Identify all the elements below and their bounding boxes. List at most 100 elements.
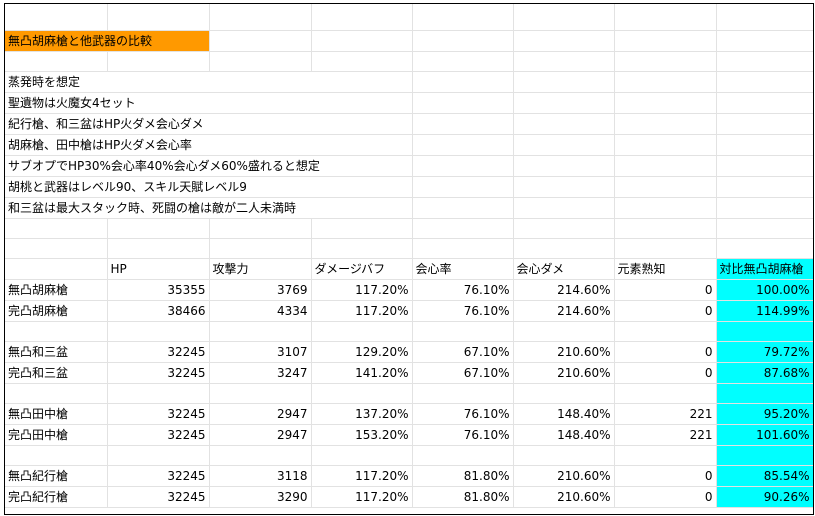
column-header[interactable]: 会心率 xyxy=(412,258,514,280)
value-cell[interactable]: 3769 xyxy=(209,279,312,301)
empty-cell[interactable] xyxy=(107,383,210,404)
empty-cell[interactable] xyxy=(614,383,717,404)
value-cell[interactable]: 210.60% xyxy=(513,465,615,487)
value-cell[interactable]: 87.68% xyxy=(716,362,813,384)
value-cell[interactable]: 3107 xyxy=(209,341,312,363)
value-cell[interactable]: 137.20% xyxy=(311,403,413,425)
empty-cell[interactable] xyxy=(311,30,413,52)
value-cell[interactable]: 153.20% xyxy=(311,424,413,446)
empty-cell[interactable] xyxy=(5,238,108,259)
empty-cell[interactable] xyxy=(412,383,514,404)
empty-cell[interactable] xyxy=(412,176,514,198)
empty-cell[interactable] xyxy=(716,321,813,342)
empty-cell[interactable] xyxy=(614,4,717,31)
column-header[interactable]: 攻撃力 xyxy=(209,258,312,280)
empty-cell[interactable] xyxy=(412,92,514,114)
value-cell[interactable]: 210.60% xyxy=(513,341,615,363)
empty-cell[interactable] xyxy=(513,176,615,198)
empty-cell[interactable] xyxy=(412,238,514,259)
empty-cell[interactable] xyxy=(513,238,615,259)
value-cell[interactable]: 210.60% xyxy=(513,362,615,384)
empty-cell[interactable] xyxy=(716,155,813,177)
weapon-name-cell[interactable]: 無凸紀行槍 xyxy=(5,465,108,487)
value-cell[interactable]: 81.80% xyxy=(412,486,514,508)
weapon-name-cell[interactable]: 完凸紀行槍 xyxy=(5,486,108,508)
empty-cell[interactable] xyxy=(412,113,514,135)
empty-cell[interactable] xyxy=(513,134,615,156)
empty-cell[interactable] xyxy=(716,383,813,404)
empty-cell[interactable] xyxy=(614,113,717,135)
weapon-name-cell[interactable]: 完凸和三盆 xyxy=(5,362,108,384)
empty-cell[interactable] xyxy=(311,51,413,72)
empty-cell[interactable] xyxy=(311,383,413,404)
empty-cell[interactable] xyxy=(513,445,615,466)
empty-cell[interactable] xyxy=(412,134,514,156)
value-cell[interactable]: 0 xyxy=(614,465,717,487)
empty-cell[interactable] xyxy=(5,218,108,239)
value-cell[interactable]: 3290 xyxy=(209,486,312,508)
value-cell[interactable]: 32245 xyxy=(107,486,210,508)
column-header[interactable]: 会心ダメ xyxy=(513,258,615,280)
empty-cell[interactable] xyxy=(614,238,717,259)
weapon-name-cell[interactable]: 無凸和三盆 xyxy=(5,341,108,363)
empty-cell[interactable] xyxy=(209,51,312,72)
empty-cell[interactable] xyxy=(513,383,615,404)
weapon-name-cell[interactable]: 完凸田中槍 xyxy=(5,424,108,446)
value-cell[interactable]: 117.20% xyxy=(311,465,413,487)
empty-cell[interactable] xyxy=(412,197,514,219)
note-cell[interactable]: 紀行槍、和三盆はHP火ダメ会心ダメ xyxy=(5,113,413,135)
value-cell[interactable]: 221 xyxy=(614,424,717,446)
empty-cell[interactable] xyxy=(513,92,615,114)
empty-cell[interactable] xyxy=(311,218,413,239)
value-cell[interactable]: 95.20% xyxy=(716,403,813,425)
value-cell[interactable]: 35355 xyxy=(107,279,210,301)
empty-cell[interactable] xyxy=(614,445,717,466)
empty-cell[interactable] xyxy=(716,197,813,219)
value-cell[interactable]: 79.72% xyxy=(716,341,813,363)
value-cell[interactable]: 214.60% xyxy=(513,279,615,301)
empty-cell[interactable] xyxy=(412,445,514,466)
note-cell[interactable]: 和三盆は最大スタック時、死闘の槍は敵が二人未満時 xyxy=(5,197,413,219)
value-cell[interactable]: 0 xyxy=(614,486,717,508)
value-cell[interactable]: 67.10% xyxy=(412,341,514,363)
weapon-name-cell[interactable]: 無凸田中槍 xyxy=(5,403,108,425)
empty-cell[interactable] xyxy=(614,51,717,72)
header-empty[interactable] xyxy=(5,258,108,280)
empty-cell[interactable] xyxy=(412,71,514,93)
value-cell[interactable]: 38466 xyxy=(107,300,210,322)
empty-cell[interactable] xyxy=(107,218,210,239)
empty-cell[interactable] xyxy=(107,51,210,72)
value-cell[interactable]: 214.60% xyxy=(513,300,615,322)
empty-cell[interactable] xyxy=(513,155,615,177)
empty-cell[interactable] xyxy=(209,4,312,31)
empty-cell[interactable] xyxy=(209,218,312,239)
value-cell[interactable]: 67.10% xyxy=(412,362,514,384)
value-cell[interactable]: 0 xyxy=(614,362,717,384)
value-cell[interactable]: 4334 xyxy=(209,300,312,322)
empty-cell[interactable] xyxy=(513,51,615,72)
empty-cell[interactable] xyxy=(716,71,813,93)
column-header[interactable]: HP xyxy=(107,258,210,280)
value-cell[interactable]: 0 xyxy=(614,279,717,301)
empty-cell[interactable] xyxy=(716,134,813,156)
value-cell[interactable]: 76.10% xyxy=(412,279,514,301)
value-cell[interactable]: 76.10% xyxy=(412,424,514,446)
empty-cell[interactable] xyxy=(107,445,210,466)
empty-cell[interactable] xyxy=(614,197,717,219)
empty-cell[interactable] xyxy=(716,218,813,239)
column-header[interactable]: ダメージバフ xyxy=(311,258,413,280)
empty-cell[interactable] xyxy=(513,321,615,342)
value-cell[interactable]: 0 xyxy=(614,300,717,322)
empty-cell[interactable] xyxy=(5,321,108,342)
value-cell[interactable]: 32245 xyxy=(107,362,210,384)
value-cell[interactable]: 117.20% xyxy=(311,279,413,301)
empty-cell[interactable] xyxy=(513,197,615,219)
note-cell[interactable]: 蒸発時を想定 xyxy=(5,71,413,93)
value-cell[interactable]: 148.40% xyxy=(513,403,615,425)
column-header[interactable]: 対比無凸胡麻槍 xyxy=(716,258,813,280)
empty-cell[interactable] xyxy=(209,321,312,342)
value-cell[interactable]: 32245 xyxy=(107,403,210,425)
empty-cell[interactable] xyxy=(107,238,210,259)
empty-cell[interactable] xyxy=(614,155,717,177)
empty-cell[interactable] xyxy=(614,71,717,93)
